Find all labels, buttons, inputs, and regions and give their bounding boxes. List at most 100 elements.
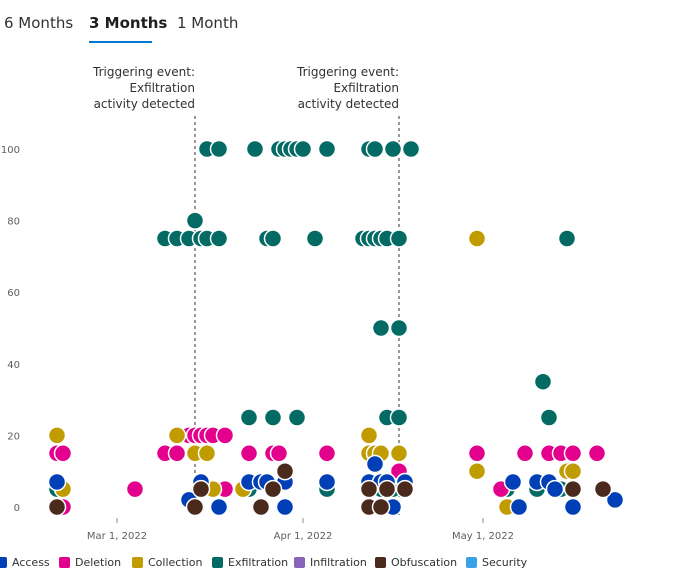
data-point-access[interactable] [47,472,67,492]
chart-legend: Access Deletion Collection Exfiltration … [0,552,680,573]
data-point-obfuscation[interactable] [263,479,283,499]
legend-label-access: Access [12,556,50,569]
data-point-obfuscation[interactable] [359,479,379,499]
legend-label-infiltration: Infiltration [310,556,367,569]
x-tick-label: Apr 1, 2022 [274,531,333,542]
tab-6-months[interactable]: 6 Months [4,14,74,32]
data-point-deletion[interactable] [53,444,73,463]
tab-1-month[interactable]: 1 Month [177,14,239,32]
data-point-exfiltration[interactable] [389,318,409,338]
data-point-deletion[interactable] [239,444,259,463]
legend-item-infiltration[interactable]: Infiltration [294,556,367,569]
data-point-collection[interactable] [563,461,583,481]
data-point-exfiltration[interactable] [209,139,229,159]
y-tick-label: 100 [1,145,20,156]
data-point-obfuscation[interactable] [395,479,415,499]
legend-item-security[interactable]: Security [466,556,527,569]
trigger-event-label-line: activity detected [94,97,195,111]
legend-label-collection: Collection [148,556,203,569]
data-point-obfuscation[interactable] [191,479,211,499]
legend-swatch-deletion [59,557,70,568]
y-tick-label: 80 [7,217,20,228]
trigger-event-label-line: Triggering event: [92,65,195,79]
data-point-collection[interactable] [359,426,379,445]
tab-3-months[interactable]: 3 Months [89,14,168,32]
data-point-exfiltration[interactable] [401,139,421,159]
data-point-collection[interactable] [47,426,67,445]
data-point-exfiltration[interactable] [389,408,409,427]
legend-swatch-security [466,557,477,568]
data-point-access[interactable] [509,497,529,517]
data-point-collection[interactable] [467,461,487,481]
data-point-deletion[interactable] [467,444,487,463]
trigger-event-label-line: activity detected [298,97,399,111]
data-point-exfiltration[interactable] [263,408,283,427]
data-point-deletion[interactable] [587,444,607,463]
x-tick-label: May 1, 2022 [452,531,514,542]
data-point-exfiltration[interactable] [305,229,325,248]
data-point-exfiltration[interactable] [383,139,403,159]
legend-swatch-collection [132,557,143,568]
y-tick-label: 20 [7,431,20,442]
legend-item-obfuscation[interactable]: Obfuscation [375,556,457,569]
data-point-deletion[interactable] [563,444,583,463]
data-point-obfuscation[interactable] [251,497,271,517]
data-point-access[interactable] [545,479,565,499]
time-range-tabs: 6 Months 3 Months 1 Month [0,0,680,50]
data-point-obfuscation[interactable] [47,497,67,517]
x-tick-label: Mar 1, 2022 [87,531,147,542]
data-point-exfiltration[interactable] [263,229,283,248]
data-point-collection[interactable] [197,444,217,463]
data-point-deletion[interactable] [515,444,535,463]
legend-item-access[interactable]: Access [0,556,50,569]
data-point-obfuscation[interactable] [593,479,613,499]
data-point-collection[interactable] [389,444,409,463]
data-point-obfuscation[interactable] [563,479,583,499]
trigger-event-label-line: Exfiltration [333,81,399,95]
legend-swatch-access [0,557,7,568]
trigger-event-label-line: Exfiltration [129,81,195,95]
legend-item-deletion[interactable]: Deletion [59,556,121,569]
data-point-exfiltration[interactable] [239,408,259,427]
trigger-event-label-line: Triggering event: [296,65,399,79]
data-point-obfuscation[interactable] [377,479,397,499]
data-point-access[interactable] [563,497,583,517]
data-point-exfiltration[interactable] [539,408,559,427]
data-point-collection[interactable] [167,426,187,445]
legend-item-collection[interactable]: Collection [132,556,202,569]
data-point-deletion[interactable] [317,444,337,463]
data-point-obfuscation[interactable] [185,497,205,517]
data-point-access[interactable] [605,490,625,510]
data-point-access[interactable] [209,497,229,517]
legend-label-security: Security [482,556,528,569]
legend-swatch-exfiltration [212,557,223,568]
data-point-exfiltration[interactable] [557,229,577,248]
data-point-exfiltration[interactable] [185,211,205,230]
data-point-exfiltration[interactable] [389,229,409,248]
data-point-deletion[interactable] [167,444,187,463]
data-point-exfiltration[interactable] [371,318,391,338]
data-point-exfiltration[interactable] [317,139,337,159]
legend-item-exfiltration[interactable]: Exfiltration [212,556,288,569]
data-point-exfiltration[interactable] [245,139,265,159]
data-point-access[interactable] [317,472,337,492]
data-point-access[interactable] [503,472,523,492]
data-point-exfiltration[interactable] [365,139,385,159]
legend-label-deletion: Deletion [75,556,122,569]
data-point-access[interactable] [275,497,295,517]
data-point-exfiltration[interactable] [533,372,553,391]
data-point-obfuscation[interactable] [371,497,391,517]
legend-label-obfuscation: Obfuscation [391,556,458,569]
data-point-deletion[interactable] [125,479,145,499]
data-point-collection[interactable] [467,229,487,248]
data-point-obfuscation[interactable] [275,461,295,481]
data-point-access[interactable] [365,454,385,474]
data-point-deletion[interactable] [215,426,235,445]
active-tab-indicator [89,41,152,43]
data-point-exfiltration[interactable] [287,408,307,427]
data-point-exfiltration[interactable] [293,139,313,159]
data-point-exfiltration[interactable] [209,229,229,248]
data-point-deletion[interactable] [269,444,289,463]
trigger-event-label: Triggering event: Exfiltration activity de… [296,65,399,111]
